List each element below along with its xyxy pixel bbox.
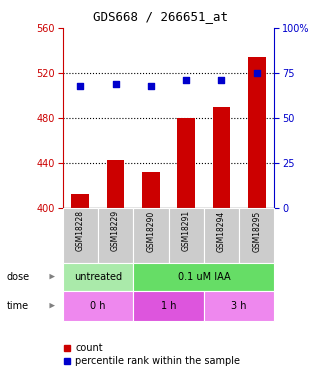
- Bar: [63, 208, 98, 262]
- Text: 0 h: 0 h: [90, 301, 106, 310]
- Bar: [177, 118, 195, 208]
- Bar: [133, 291, 204, 321]
- Point: [78, 83, 83, 89]
- Text: 3 h: 3 h: [231, 301, 247, 310]
- Text: dose: dose: [6, 272, 30, 282]
- Bar: [71, 194, 89, 208]
- Bar: [107, 160, 124, 208]
- Text: percentile rank within the sample: percentile rank within the sample: [75, 356, 240, 366]
- Bar: [213, 107, 230, 208]
- Text: time: time: [6, 301, 29, 310]
- Text: GSM18229: GSM18229: [111, 210, 120, 251]
- Bar: [133, 208, 169, 262]
- Text: GSM18228: GSM18228: [76, 210, 85, 251]
- Text: untreated: untreated: [74, 272, 122, 282]
- Text: GSM18294: GSM18294: [217, 210, 226, 252]
- Text: GSM18290: GSM18290: [146, 210, 155, 252]
- Text: count: count: [75, 343, 103, 353]
- Bar: [133, 262, 274, 291]
- Bar: [169, 208, 204, 262]
- Bar: [142, 172, 160, 208]
- Text: 1 h: 1 h: [161, 301, 176, 310]
- Bar: [63, 291, 133, 321]
- Bar: [98, 208, 133, 262]
- Bar: [204, 291, 274, 321]
- Point: [184, 77, 189, 83]
- Text: 0.1 uM IAA: 0.1 uM IAA: [178, 272, 230, 282]
- Text: GDS668 / 266651_at: GDS668 / 266651_at: [93, 10, 228, 24]
- Text: GSM18295: GSM18295: [252, 210, 261, 252]
- Text: GSM18291: GSM18291: [182, 210, 191, 251]
- Point: [254, 70, 259, 76]
- Bar: [63, 262, 133, 291]
- Bar: [248, 57, 265, 208]
- Point: [219, 77, 224, 83]
- Bar: [204, 208, 239, 262]
- Bar: [239, 208, 274, 262]
- Point: [148, 83, 153, 89]
- Point: [113, 81, 118, 87]
